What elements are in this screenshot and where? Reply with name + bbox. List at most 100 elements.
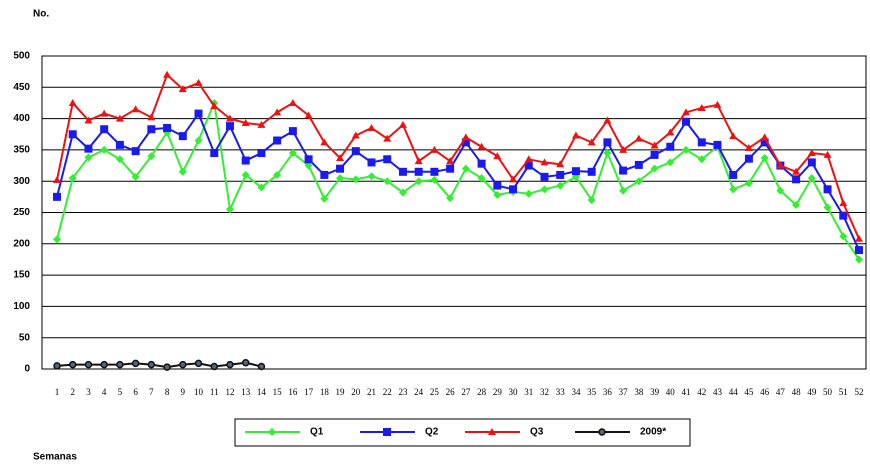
x-tick-label: 19 — [336, 387, 346, 397]
marker — [53, 175, 61, 183]
marker — [226, 360, 234, 369]
marker — [398, 120, 407, 128]
y-tick-label: 200 — [13, 238, 30, 249]
marker — [163, 363, 171, 371]
marker — [304, 111, 313, 119]
marker — [524, 155, 533, 163]
x-tick-label: 7 — [149, 387, 154, 397]
marker — [839, 199, 848, 207]
marker — [163, 70, 172, 78]
marker — [178, 85, 187, 93]
marker — [603, 138, 612, 147]
x-tick-label: 38 — [634, 387, 644, 397]
y-tick-label: 350 — [13, 145, 30, 156]
marker — [634, 177, 643, 186]
marker — [666, 158, 675, 167]
x-tick-label: 1 — [55, 387, 60, 397]
marker — [257, 120, 266, 128]
marker — [398, 188, 407, 197]
marker — [792, 167, 801, 175]
marker — [68, 174, 77, 183]
marker — [446, 164, 455, 173]
legend-label: Q2 — [425, 427, 439, 438]
marker — [729, 170, 738, 179]
marker — [131, 359, 140, 368]
x-tick-label: 32 — [540, 387, 549, 397]
marker — [682, 145, 691, 154]
marker — [84, 153, 93, 162]
marker — [273, 170, 282, 179]
marker — [100, 145, 109, 154]
marker — [163, 123, 172, 132]
marker — [556, 160, 565, 168]
marker — [760, 154, 769, 163]
y-tick-label: 150 — [13, 270, 30, 281]
marker — [603, 149, 612, 158]
x-tick-label: 52 — [855, 387, 864, 397]
marker — [540, 185, 549, 194]
marker — [367, 123, 376, 131]
marker — [241, 156, 250, 165]
x-tick-label: 15 — [273, 387, 283, 397]
y-axis-label: No. — [33, 9, 49, 20]
marker — [807, 174, 816, 183]
marker — [53, 235, 61, 244]
x-tick-label: 5 — [118, 387, 123, 397]
marker — [241, 170, 250, 179]
marker — [776, 186, 785, 195]
x-tick-label: 27 — [461, 387, 471, 397]
marker — [273, 108, 282, 116]
marker — [147, 152, 156, 161]
x-tick-label: 36 — [603, 387, 613, 397]
marker — [540, 158, 549, 166]
marker — [634, 160, 643, 169]
marker — [53, 362, 61, 370]
marker — [477, 142, 486, 150]
x-tick-label: 3 — [86, 387, 91, 397]
marker — [351, 147, 360, 156]
x-tick-label: 12 — [225, 387, 234, 397]
marker — [241, 118, 250, 126]
marker — [776, 161, 785, 169]
x-tick-label: 46 — [760, 387, 770, 397]
marker — [179, 360, 187, 369]
x-tick-label: 28 — [477, 387, 487, 397]
marker — [697, 103, 706, 111]
legend-label: Q1 — [310, 427, 324, 438]
marker — [744, 154, 753, 163]
marker — [304, 155, 313, 164]
marker — [493, 190, 502, 199]
marker — [839, 211, 848, 220]
x-tick-label: 6 — [133, 387, 138, 397]
y-tick-label: 0 — [24, 364, 30, 375]
legend-label: 2009* — [640, 427, 666, 438]
x-tick-label: 33 — [556, 387, 566, 397]
x-tick-label: 13 — [241, 387, 251, 397]
marker — [760, 133, 769, 141]
legend-box — [234, 418, 691, 447]
marker — [131, 147, 140, 156]
marker — [194, 359, 203, 368]
marker — [666, 142, 675, 151]
marker — [225, 122, 234, 131]
marker — [556, 181, 565, 190]
marker — [116, 360, 124, 369]
marker — [619, 166, 628, 175]
marker — [729, 185, 738, 194]
marker — [351, 131, 360, 139]
marker — [509, 175, 518, 183]
marker — [792, 200, 801, 209]
x-tick-label: 4 — [102, 387, 107, 397]
marker — [571, 167, 580, 176]
marker — [414, 157, 423, 165]
marker — [603, 116, 612, 124]
marker — [210, 149, 219, 158]
marker — [351, 175, 360, 184]
y-tick-label: 50 — [19, 332, 31, 343]
marker — [68, 130, 77, 139]
x-tick-label: 14 — [257, 387, 267, 397]
y-tick-label: 100 — [13, 301, 30, 312]
marker — [509, 185, 518, 194]
x-tick-label: 51 — [839, 387, 848, 397]
marker — [288, 127, 297, 136]
